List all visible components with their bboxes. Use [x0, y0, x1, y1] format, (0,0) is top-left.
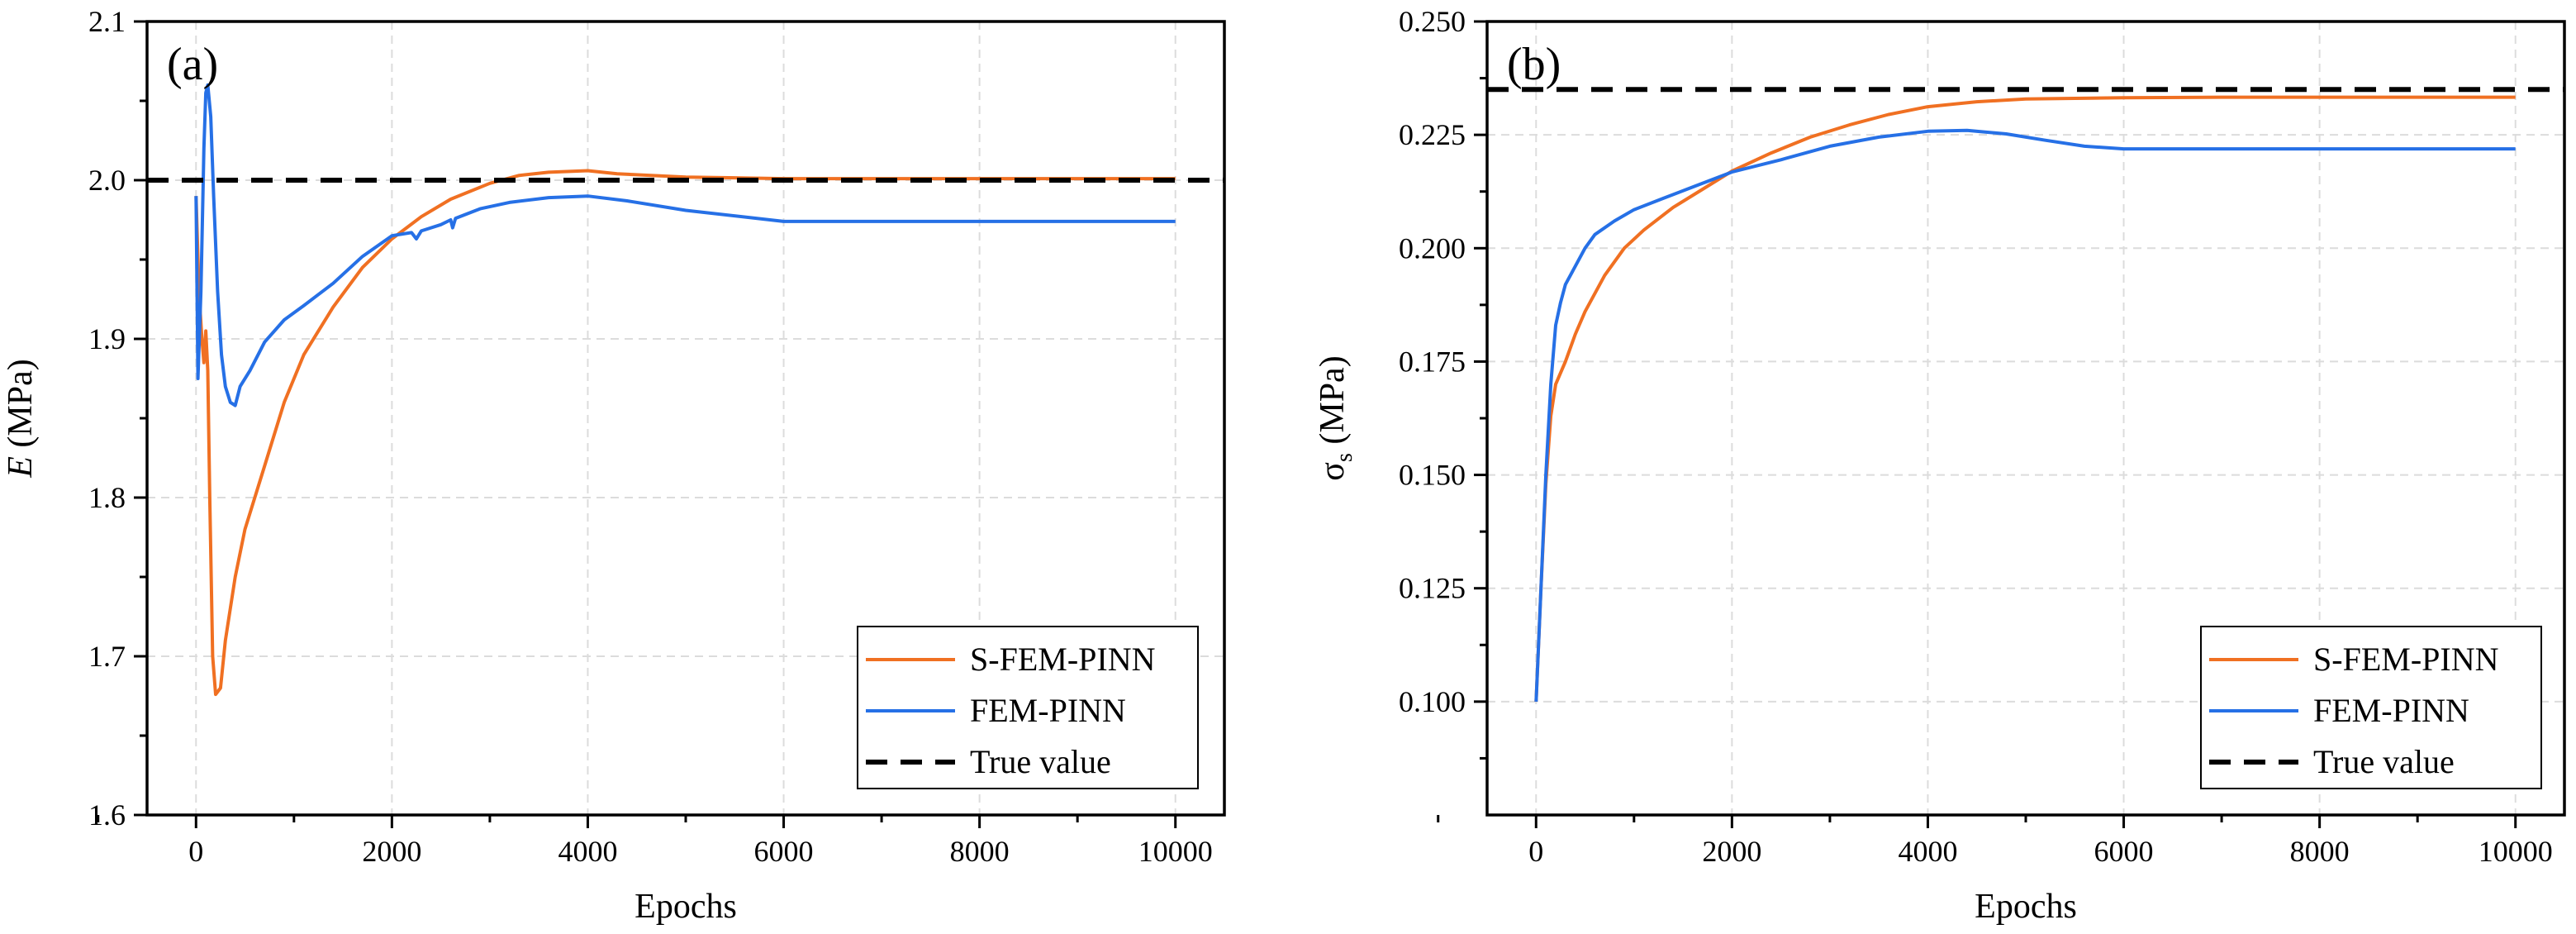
y-axis-unit: (MPa) — [2, 359, 40, 456]
y-tick-label: 0.225 — [1399, 118, 1466, 151]
x-tick-label: 4000 — [558, 835, 617, 868]
x-tick-label: 6000 — [754, 835, 814, 868]
panel-b: 0 2000 4000 6000 8000 10000 0.100 0.125 0.150 0.1… — [1314, 5, 2566, 926]
legend: S-FEM-PINN FEM-PINN True value — [2200, 626, 2542, 789]
legend-label: S-FEM-PINN — [970, 641, 1155, 678]
y-tick-label: 0.175 — [1399, 345, 1466, 378]
x-tick-label: 0 — [188, 835, 203, 868]
panel-a: 0 2000 4000 6000 8000 10000 1.6 1.7 1.8 1.9 2.0 2.1… — [2, 5, 1226, 926]
series-line-s-fem-pinn — [1534, 95, 2516, 702]
x-tick-label: 6000 — [2094, 835, 2154, 868]
y-axis-title: E (MPa) — [2, 359, 40, 478]
y-tick-label: 1.8 — [88, 481, 126, 514]
x-tick-label: 10000 — [1138, 835, 1213, 868]
x-tick-label: 10000 — [2479, 835, 2553, 868]
y-tick-label: 1.7 — [88, 640, 126, 673]
y-tick-label: 2.1 — [88, 5, 126, 38]
y-tick-label: 0.150 — [1399, 459, 1466, 492]
series-line-s-fem-pinn — [194, 169, 1176, 697]
y-tick-label: 1.9 — [88, 322, 126, 355]
plot-area — [147, 83, 1224, 697]
y-tick-label: 0.250 — [1399, 5, 1466, 38]
x-tick-label: 8000 — [950, 835, 1010, 868]
x-tick-label: 4000 — [1898, 835, 1957, 868]
x-tick-label: 2000 — [362, 835, 421, 868]
legend-label: FEM-PINN — [970, 692, 1126, 729]
y-axis-symbol: E — [2, 456, 40, 479]
x-axis-title: Epochs — [634, 888, 737, 926]
y-tick-label: 2.0 — [88, 164, 126, 197]
series-line-fem-pinn — [194, 83, 1176, 407]
legend-label: FEM-PINN — [2313, 692, 2469, 729]
x-tick-label: 2000 — [1702, 835, 1761, 868]
y-tick-label: 0.200 — [1399, 231, 1466, 264]
y-tick-label: 0.100 — [1399, 685, 1466, 718]
y-tick-label: 1.6 — [88, 798, 126, 832]
series-line-fem-pinn — [1534, 128, 2516, 702]
plot-area — [1487, 87, 2564, 702]
y-tick-label: 0.125 — [1399, 572, 1466, 605]
legend: S-FEM-PINN FEM-PINN True value — [857, 626, 1199, 789]
y-axis-subscript: s — [1332, 453, 1357, 462]
y-axis-unit: (MPa) — [1314, 355, 1352, 453]
x-axis-title: Epochs — [1975, 888, 2077, 926]
x-tick-label: 0 — [1528, 835, 1543, 868]
y-axis-symbol: σ — [1314, 462, 1352, 481]
panel-label: (a) — [167, 39, 218, 90]
x-tick-label: 8000 — [2290, 835, 2350, 868]
legend-label: S-FEM-PINN — [2313, 641, 2498, 678]
legend-label: True value — [970, 743, 1111, 780]
legend-label: True value — [2313, 743, 2455, 780]
y-axis-title: σs (MPa) — [1314, 355, 1357, 480]
panel-label: (b) — [1507, 39, 1561, 90]
